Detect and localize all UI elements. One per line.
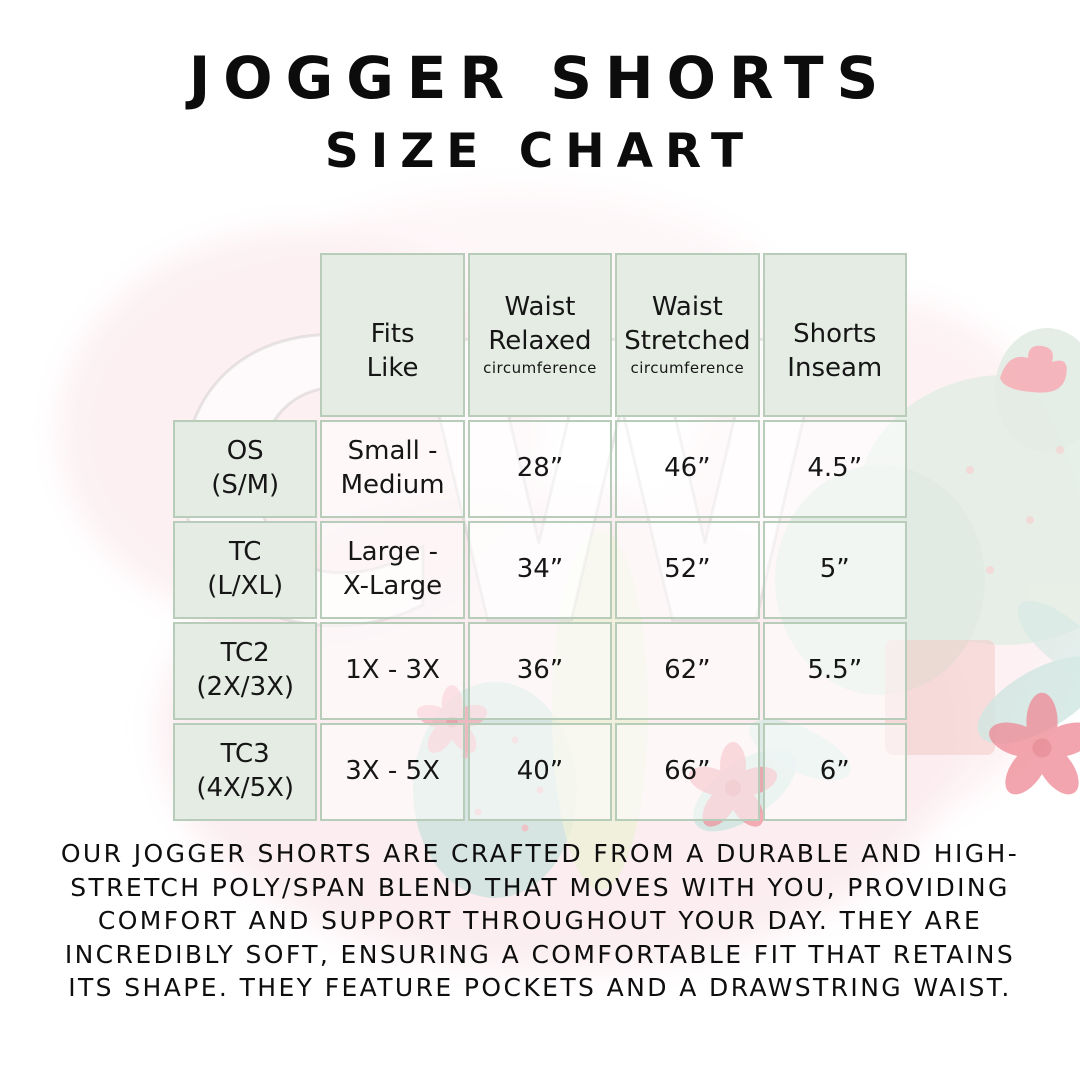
cell-inseam: 6” — [762, 722, 907, 821]
cell-inseam: 5” — [762, 520, 907, 619]
cell-inseam: 4.5” — [762, 419, 907, 518]
col-header-sub-label: circumference — [630, 359, 745, 378]
cell-waist-relaxed: 34” — [467, 520, 613, 619]
page-title: JOGGER SHORTS — [188, 44, 892, 112]
row-label-size: OS (S/M) — [173, 419, 318, 518]
row-label-size: TC3 (4X/5X) — [173, 722, 318, 821]
col-header-label: Waist Relaxed — [488, 291, 592, 356]
size-chart-table: Fits Like Waist Relaxed circumference Wa… — [170, 250, 910, 824]
table-row-tc: TC (L/XL) Large - X-Large 34” 52” 5” — [173, 520, 907, 619]
cell-waist-stretched: 52” — [615, 520, 760, 619]
table-row-tc3: TC3 (4X/5X) 3X - 5X 40” 66” 6” — [173, 722, 907, 821]
cell-waist-relaxed: 36” — [467, 621, 613, 720]
col-header-waist-stretched: Waist Stretched circumference — [615, 253, 760, 417]
product-description: OUR JOGGER SHORTS ARE CRAFTED FROM A DUR… — [60, 839, 1020, 1002]
cell-fits-like: 3X - 5X — [320, 722, 465, 821]
cell-waist-stretched: 46” — [615, 419, 760, 518]
cactus-flower-icon — [1000, 345, 1067, 393]
header-row: Fits Like Waist Relaxed circumference Wa… — [173, 253, 907, 417]
cell-inseam: 5.5” — [762, 621, 907, 720]
table-row-os: OS (S/M) Small - Medium 28” 46” 4.5” — [173, 419, 907, 518]
cell-waist-relaxed: 40” — [467, 722, 613, 821]
col-header-fits-like: Fits Like — [320, 253, 465, 417]
col-header-label: Fits Like — [366, 318, 419, 383]
cactus-pot-icon — [885, 640, 995, 755]
cell-fits-like: 1X - 3X — [320, 621, 465, 720]
col-header-waist-relaxed: Waist Relaxed circumference — [467, 253, 613, 417]
page-header: JOGGER SHORTS SIZE CHART — [0, 44, 1080, 179]
col-header-label: Shorts Inseam — [787, 318, 883, 383]
table-header: Fits Like Waist Relaxed circumference Wa… — [173, 253, 907, 417]
blank-corner-cell — [173, 253, 317, 417]
col-header-label: Waist Stretched — [624, 291, 751, 356]
cell-waist-relaxed: 28” — [467, 419, 613, 518]
row-label-size: TC (L/XL) — [173, 520, 318, 619]
col-header-shorts-inseam: Shorts Inseam — [762, 253, 907, 417]
cell-fits-like: Large - X-Large — [320, 520, 465, 619]
row-label-size: TC2 (2X/3X) — [173, 621, 318, 720]
table-row-tc2: TC2 (2X/3X) 1X - 3X 36” 62” 5.5” — [173, 621, 907, 720]
cell-waist-stretched: 62” — [615, 621, 760, 720]
cell-waist-stretched: 66” — [615, 722, 760, 821]
page-subtitle: SIZE CHART — [324, 124, 756, 179]
col-header-sub-label: circumference — [483, 359, 597, 378]
table-body: OS (S/M) Small - Medium 28” 46” 4.5” TC … — [173, 419, 907, 821]
cell-fits-like: Small - Medium — [320, 419, 465, 518]
